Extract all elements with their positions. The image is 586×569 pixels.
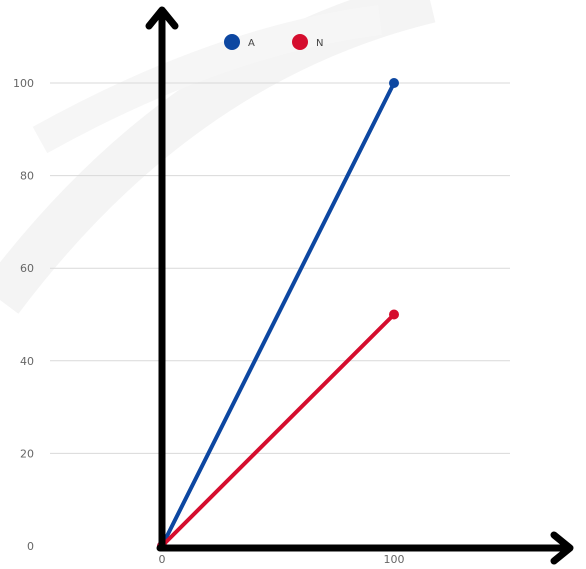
x-axis-arrow-icon — [550, 531, 574, 565]
legend-label: A — [248, 38, 255, 49]
x-tick-labels: 0 100 — [159, 553, 405, 566]
y-tick-label: 20 — [20, 447, 34, 460]
series-line-a — [160, 81, 396, 548]
y-tick-labels: 0 20 40 60 80 100 — [13, 77, 34, 553]
legend-label: N — [316, 38, 323, 49]
x-tick-label: 0 — [159, 553, 166, 565]
series-line-n — [160, 312, 396, 548]
data-point-a — [389, 78, 399, 88]
watermark-decoration — [0, 0, 436, 314]
y-axis-arrow-icon — [145, 6, 179, 30]
y-tick-label: 0 — [27, 540, 34, 553]
y-tick-label: 100 — [13, 77, 34, 90]
data-point-n — [389, 309, 399, 320]
y-tick-label: 60 — [20, 262, 34, 275]
legend-marker-n — [292, 34, 308, 50]
series — [157, 78, 399, 551]
grid — [50, 82, 510, 454]
legend-marker-a — [224, 34, 240, 50]
x-tick-label: 100 — [384, 553, 405, 565]
y-tick-label: 40 — [20, 355, 34, 368]
axes — [145, 6, 574, 565]
y-tick-label: 80 — [20, 170, 34, 183]
